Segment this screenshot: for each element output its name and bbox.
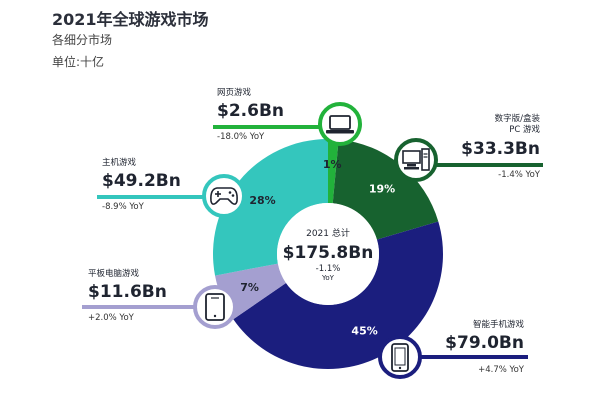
web-slice [328,139,339,204]
web-percent-label: 1% [323,158,342,171]
center-yoy-value: -1.1% [316,264,341,274]
donut-center-hole [277,203,379,305]
center-total-value: $175.8Bn [283,243,374,263]
pc-percent-label: 19% [369,182,395,195]
mobile-percent-label: 45% [351,325,377,338]
tablet-percent-label: 7% [240,281,259,294]
laptop-icon [318,102,362,146]
pc-label-name-line1: 数字版/盒装 [495,113,541,124]
mobile-label-value: $79.0Bn [445,333,524,353]
mobile-slice [233,221,443,369]
tablet-label-name: 平板电脑游戏 [88,268,140,279]
console-percent-label: 28% [249,194,275,207]
mobile-label-yoy: +4.7% YoY [478,365,525,375]
tablet-label-value: $11.6Bn [88,282,167,302]
console-label-yoy: -8.9% YoY [102,202,145,212]
pc-slice [332,139,439,240]
page-title: 2021年全球游戏市场 [52,10,209,29]
tablet-icon [193,285,237,329]
page-subtitle: 各细分市场 [52,33,113,47]
pc-label-yoy: -1.4% YoY [498,170,541,180]
center-yoy-label: YoY [321,274,335,282]
gamepad-icon [202,174,246,218]
pc-label-value: $33.3Bn [461,139,540,159]
center-total-label: 2021 总计 [306,227,350,239]
unit-label: 单位:十亿 [52,55,105,69]
pc-label-name-line2: PC 游戏 [509,124,540,135]
console-slice [213,139,328,276]
web-label-yoy: -18.0% YoY [217,132,265,142]
tablet-label-yoy: +2.0% YoY [88,313,135,323]
desktop-pc-icon [394,138,438,182]
mobile-label-name: 智能手机游戏 [473,319,525,330]
donut-slices [213,139,443,369]
web-label-name: 网页游戏 [217,87,252,98]
smartphone-icon [378,335,422,379]
percent-labels: 1% 19% 45% 7% 28% [240,158,395,338]
console-label-value: $49.2Bn [102,171,181,191]
web-label-value: $2.6Bn [217,101,284,121]
console-label-name: 主机游戏 [102,157,137,168]
